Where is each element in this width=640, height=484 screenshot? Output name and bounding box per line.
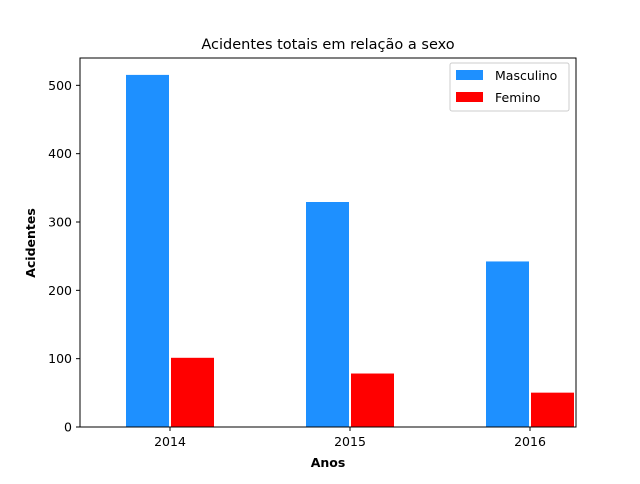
legend-swatch-femino xyxy=(456,92,483,102)
y-tick-label: 500 xyxy=(48,78,72,93)
chart-title: Acidentes totais em relação a sexo xyxy=(201,37,454,53)
legend-label-masculino: Masculino xyxy=(495,68,557,83)
x-axis-label: Anos xyxy=(311,455,346,470)
plot-area: 0 100 200 300 400 500 2014 2015 2016 xyxy=(48,57,577,449)
bar-masculino-2014 xyxy=(125,73,170,428)
y-axis-label: Acidentes xyxy=(23,208,38,278)
x-tick-label: 2014 xyxy=(154,434,186,449)
bar-masculino-2015 xyxy=(305,201,350,428)
bar-masculino-2016 xyxy=(485,260,530,428)
bar-femino-2014 xyxy=(170,356,215,428)
y-tick-label: 400 xyxy=(48,146,72,161)
legend: Masculino Femino xyxy=(449,62,570,112)
plot-frame xyxy=(79,57,577,428)
y-tick-label: 300 xyxy=(48,215,72,230)
y-tick-label: 200 xyxy=(48,283,72,298)
bar-femino-2016 xyxy=(530,391,575,428)
y-tick-label: 0 xyxy=(64,420,72,435)
x-tick-label: 2016 xyxy=(514,434,546,449)
legend-label-femino: Femino xyxy=(495,90,540,105)
y-tick-label: 100 xyxy=(48,351,72,366)
x-tick-label: 2015 xyxy=(334,434,366,449)
legend-swatch-masculino xyxy=(456,70,483,80)
bar-femino-2015 xyxy=(350,372,395,428)
